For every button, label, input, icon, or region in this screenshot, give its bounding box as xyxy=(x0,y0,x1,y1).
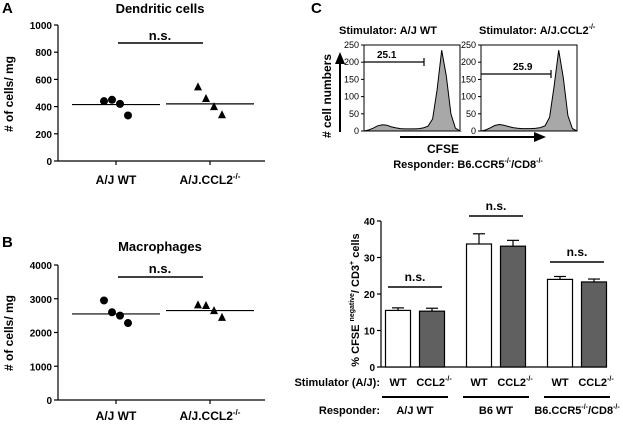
hist-right-y-tick-label: 200 xyxy=(461,57,476,67)
panel-b-title: Macrophages xyxy=(118,239,202,254)
bar-wt xyxy=(546,278,574,368)
hist-right-y-tick-label: 150 xyxy=(461,74,476,84)
panel-b-point-ccl2 xyxy=(202,301,210,309)
hist-left-histogram-area xyxy=(363,50,462,132)
hist-right-histogram-area xyxy=(480,50,578,132)
bar-y-tick-label: 20 xyxy=(364,290,376,301)
panel-b-plot: n.s. 0 1000 2000 3000 4000 xyxy=(30,261,265,407)
bar-ylabel: % CFSE negative/ CD3+ cells xyxy=(349,233,362,366)
panel-a-point-ccl2 xyxy=(202,93,210,102)
panel-b-point-wt xyxy=(108,308,116,317)
panel-a-plot: n.s. 0 200 400 600 800 1000 xyxy=(30,21,265,168)
responder-group-label: B6.CCR5-/-/CD8-/- xyxy=(534,404,620,417)
panel-b-group-label-2: A/J.CCL2-/- xyxy=(180,408,241,423)
panel-a-title: Dendritic cells xyxy=(116,1,205,16)
bar-ccl2 xyxy=(580,281,608,368)
bar-sig-label: n.s. xyxy=(405,270,426,284)
panel-b-y-tick-label: 1000 xyxy=(30,362,53,373)
bar-wt xyxy=(465,243,493,368)
bar-x-labels: WT CCL2-/- WT CCL2-/- WT CCL2-/- A/J WT B6 WT B6… xyxy=(382,376,620,417)
bar-sig-label: n.s. xyxy=(567,245,588,259)
panel-b-point-wt xyxy=(124,319,132,328)
hist-left-y-tick-label: 200 xyxy=(344,57,359,67)
panel-b-y-tick-label: 2000 xyxy=(30,329,53,340)
panel-a-y-tick-label: 0 xyxy=(46,157,52,168)
panel-b-sig-label: n.s. xyxy=(149,261,171,276)
hist-right-y-tick-label: 250 xyxy=(461,40,476,50)
bar-x-label-wt: WT xyxy=(470,377,487,389)
bar-x-label-ccl2: CCL2-/- xyxy=(497,376,533,389)
panel-a-point-ccl2 xyxy=(218,110,226,119)
panel-a-y-tick-label: 200 xyxy=(35,130,52,141)
panel-a-y-tick-label: 400 xyxy=(35,103,52,114)
hist-left-y-tick-label: 150 xyxy=(344,74,359,84)
panel-a-point-ccl2 xyxy=(210,102,218,111)
hist-x-arrow-head xyxy=(534,132,546,142)
hist-right-y-tick-label: 50 xyxy=(466,109,476,119)
hist-left-gate-value: 25.1 xyxy=(377,50,397,61)
hist-y-arrow-head xyxy=(335,52,345,64)
responder-caption: Responder: B6.CCR5-/-/CD8-/- xyxy=(393,158,543,171)
responder-group-label: B6 WT xyxy=(479,405,514,417)
panel-b-y-tick-label: 4000 xyxy=(30,261,53,272)
bar-sig-label: n.s. xyxy=(486,199,507,213)
panel-a-point-wt xyxy=(100,97,108,106)
panel-b: B Macrophages # of cells/ mg n.s. 0 1000 2… xyxy=(2,234,265,423)
bar-y-tick-label: 10 xyxy=(364,327,376,338)
hist-left-y-tick-label: 250 xyxy=(344,40,359,50)
hist-right-y-tick-label: 100 xyxy=(461,92,476,102)
panel-a-point-wt xyxy=(116,99,124,108)
panel-c-letter: C xyxy=(311,0,322,17)
hist-right-title: Stimulator: A/J.CCL2-/- xyxy=(479,24,596,37)
bar-wt xyxy=(384,309,412,368)
hist-left-y-tick-label: 100 xyxy=(344,92,359,102)
hist-left: 25.1 0 50 100 150 200 250 xyxy=(344,40,462,136)
hist-left-title: Stimulator: A/J WT xyxy=(339,25,437,37)
panel-a-group-label-1: A/J WT xyxy=(96,173,137,187)
hist-right-y-tick-label: 0 xyxy=(471,126,476,136)
panel-b-ylabel: # of cells/ mg xyxy=(2,295,16,371)
panel-b-y-tick-label: 3000 xyxy=(30,295,53,306)
panel-a-y-tick-label: 600 xyxy=(35,75,52,86)
hist-y-label: # cell numbers xyxy=(320,54,334,138)
panel-b-letter: B xyxy=(2,234,13,251)
panel-a-sig-label: n.s. xyxy=(149,28,171,43)
panel-a-y-tick-label: 1000 xyxy=(30,21,53,32)
panel-b-point-ccl2 xyxy=(218,312,226,321)
panel-a: A Dendritic cells # of cells/ mg n.s. 0 2… xyxy=(2,0,265,187)
panel-b-point-ccl2 xyxy=(194,300,202,309)
bar-ccl2 xyxy=(499,245,527,368)
bar-x-label-ccl2: CCL2-/- xyxy=(578,376,614,389)
panel-a-y-tick-label: 800 xyxy=(35,48,52,59)
panel-a-ylabel: # of cells/ mg xyxy=(2,56,16,132)
bar-x-label-ccl2: CCL2-/- xyxy=(416,376,452,389)
panel-b-point-wt xyxy=(100,296,108,305)
panel-a-point-wt xyxy=(108,95,116,104)
panel-c: C Stimulator: A/J WT Stimulator: A/J.CCL… xyxy=(294,0,620,417)
hist-right-gate-value: 25.9 xyxy=(513,62,533,73)
responder-row-label: Responder: xyxy=(319,405,380,417)
bar-ccl2 xyxy=(418,310,446,368)
bar-x-label-wt: WT xyxy=(389,377,406,389)
panel-a-group-label-2: A/J.CCL2-/- xyxy=(180,172,241,187)
hist-right: 25.9 0 50 100 150 200 250 xyxy=(461,40,578,136)
panel-b-group-label-1: A/J WT xyxy=(96,409,137,423)
hist-left-y-tick-label: 0 xyxy=(354,126,359,136)
hist-left-y-tick-label: 50 xyxy=(349,109,359,119)
bar-x-label-wt: WT xyxy=(551,377,568,389)
panel-b-point-wt xyxy=(116,311,124,320)
panel-b-y-tick-label: 0 xyxy=(46,396,52,407)
bar-y-tick-label: 40 xyxy=(364,217,376,228)
stimulator-row-label: Stimulator (A/J): xyxy=(294,377,380,389)
hist-x-label: CFSE xyxy=(427,142,459,156)
bar-y-tick-label: 0 xyxy=(369,363,375,374)
panel-a-letter: A xyxy=(2,0,13,17)
bar-plot: 0 10 20 30 40 n.s. n.s. n.s. xyxy=(364,199,608,374)
responder-group-label: A/J WT xyxy=(396,405,434,417)
panel-a-point-wt xyxy=(124,111,132,120)
panel-a-point-ccl2 xyxy=(194,82,202,91)
bar-y-tick-label: 30 xyxy=(364,254,376,265)
